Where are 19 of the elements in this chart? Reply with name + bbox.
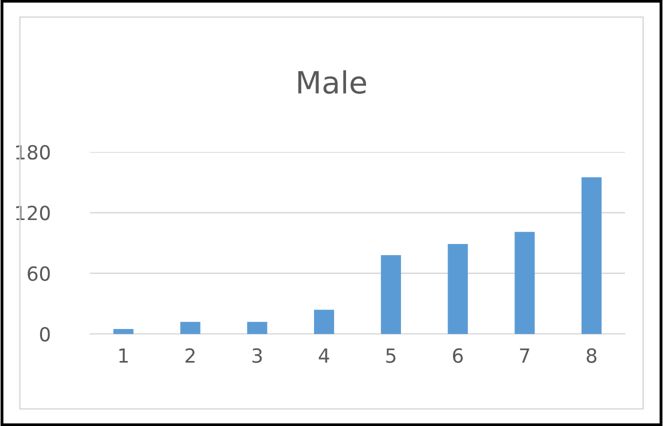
x-tick-label: 7 <box>520 348 530 363</box>
x-tick-label: 2 <box>186 348 195 363</box>
bar <box>582 177 602 334</box>
y-tick-label: 0 <box>40 326 50 342</box>
x-tick-label: 5 <box>386 348 396 363</box>
x-tick-label: 4 <box>318 348 330 363</box>
bar <box>448 244 468 334</box>
x-tick-label: 3 <box>252 348 262 363</box>
bar <box>113 328 134 334</box>
bar <box>180 322 200 334</box>
x-tick-label: 6 <box>452 348 463 363</box>
x-tick-label: 8 <box>586 348 596 363</box>
bar <box>314 310 334 334</box>
x-tick-label: 1 <box>119 348 128 363</box>
chart-title: Male <box>298 70 366 94</box>
bar <box>380 255 401 334</box>
y-tick-label: 60 <box>28 266 50 281</box>
bar <box>514 232 535 334</box>
bar <box>247 322 268 334</box>
